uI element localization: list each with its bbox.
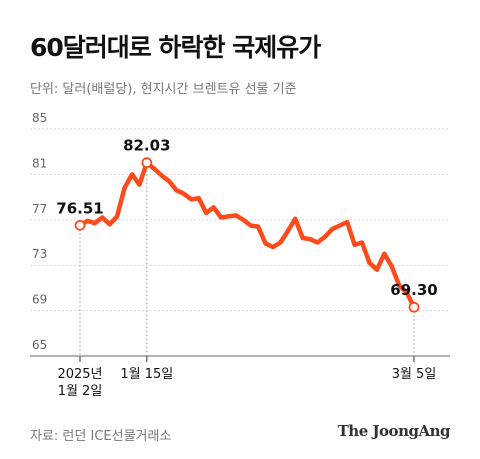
publisher-logo: The JoongAng [337, 422, 451, 440]
data-point-marker [74, 219, 86, 231]
x-tick-label: 2025년 [57, 367, 102, 382]
x-tick-label: 1월 15일 [120, 367, 173, 382]
data-value-label: 69.30 [390, 281, 437, 299]
data-point-marker [141, 157, 153, 169]
y-tick-label: 73 [32, 247, 47, 261]
x-tick-label: 1월 2일 [58, 384, 103, 399]
y-tick-label: 81 [32, 156, 47, 170]
y-tick-label: 69 [32, 293, 47, 307]
price-series-line [77, 160, 417, 310]
data-value-label: 82.03 [123, 137, 170, 155]
y-tick-label: 65 [32, 338, 47, 352]
chart-title: 60달러대로 하락한 국제유가 [30, 33, 321, 62]
chart-subtitle: 단위: 달러(배럴당), 현지시간 브렌트유 선물 기준 [30, 82, 297, 97]
x-tick-label: 3월 5일 [392, 367, 437, 382]
source-note: 자료: 런던 ICE선물거래소 [30, 429, 172, 444]
y-tick-label: 77 [32, 202, 47, 216]
data-point-marker [408, 301, 420, 313]
data-value-label: 76.51 [56, 199, 103, 217]
y-tick-label: 85 [32, 111, 47, 125]
